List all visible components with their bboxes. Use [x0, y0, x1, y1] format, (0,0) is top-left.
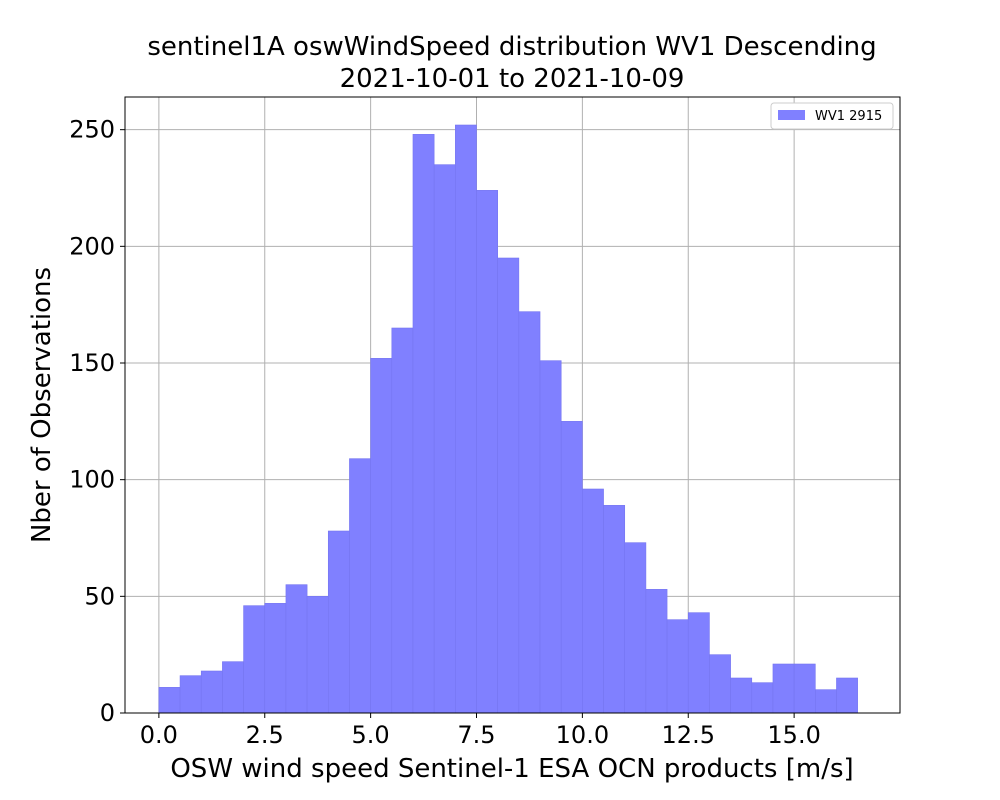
x-tick-label: 2.5	[246, 721, 284, 749]
histogram-bar	[327, 530, 350, 714]
histogram-bar	[222, 661, 244, 714]
histogram-bar	[412, 134, 435, 714]
chart-title: sentinel1A oswWindSpeed distribution WV1…	[147, 32, 876, 62]
x-tick-label: 15.0	[767, 721, 820, 749]
grid-lines	[125, 97, 900, 714]
histogram-bar	[455, 124, 477, 714]
histogram-bar	[306, 596, 329, 714]
histogram-bar	[349, 458, 371, 714]
histogram-bar	[560, 421, 583, 714]
y-tick-label: 0	[100, 699, 115, 727]
histogram-bar	[709, 654, 731, 714]
legend-box	[770, 102, 894, 130]
histogram-bar	[285, 584, 308, 714]
histogram-bar	[497, 257, 520, 714]
histogram-bar	[243, 605, 266, 714]
legend-label: WV1 2915	[815, 109, 882, 124]
chart-subtitle: 2021-10-01 to 2021-10-09	[340, 64, 685, 94]
y-tick-label: 250	[69, 116, 115, 144]
histogram-bar	[793, 663, 816, 714]
x-tick-label: 7.5	[457, 721, 495, 749]
histogram-bar	[370, 358, 393, 714]
histogram-bar	[624, 542, 647, 714]
y-tick-label: 150	[69, 349, 115, 377]
histogram-bar	[179, 675, 202, 714]
x-tick-label: 5.0	[352, 721, 390, 749]
y-tick-label: 100	[69, 466, 115, 494]
histogram-bar	[666, 619, 689, 714]
legend: WV1 2915	[770, 102, 894, 130]
histogram-bar	[772, 663, 795, 714]
plot-frame	[124, 96, 901, 714]
histogram-bar	[476, 190, 498, 714]
y-axis-ticks: 0 50 100 150 200 250	[69, 116, 125, 727]
histogram-bars	[158, 124, 858, 714]
histogram-bar	[158, 687, 181, 714]
histogram-bar	[518, 311, 541, 714]
histogram-bar	[603, 505, 626, 714]
histogram-bar	[433, 164, 456, 714]
histogram-bar	[200, 670, 223, 714]
y-tick-label: 50	[84, 582, 115, 610]
x-axis-label: OSW wind speed Sentinel-1 ESA OCN produc…	[170, 754, 853, 784]
histogram-bar	[645, 589, 668, 714]
histogram-bar	[539, 360, 562, 714]
histogram-bar	[836, 677, 858, 714]
x-axis-ticks: 0.0 2.5 5.0 7.5 10.0 12.5 15.0	[140, 713, 821, 749]
histogram-bar	[582, 488, 604, 714]
histogram-bar	[815, 689, 837, 714]
x-tick-label: 0.0	[140, 721, 178, 749]
y-axis-label: Nber of Observations	[27, 267, 57, 543]
legend-swatch	[778, 110, 805, 120]
histogram-bar	[730, 677, 753, 714]
histogram-bar	[391, 327, 414, 714]
histogram-bar	[687, 612, 710, 714]
x-tick-label: 10.0	[556, 721, 609, 749]
histogram-bar	[264, 603, 287, 714]
x-tick-label: 12.5	[662, 721, 715, 749]
y-tick-label: 200	[69, 232, 115, 260]
histogram-bar	[751, 682, 774, 714]
